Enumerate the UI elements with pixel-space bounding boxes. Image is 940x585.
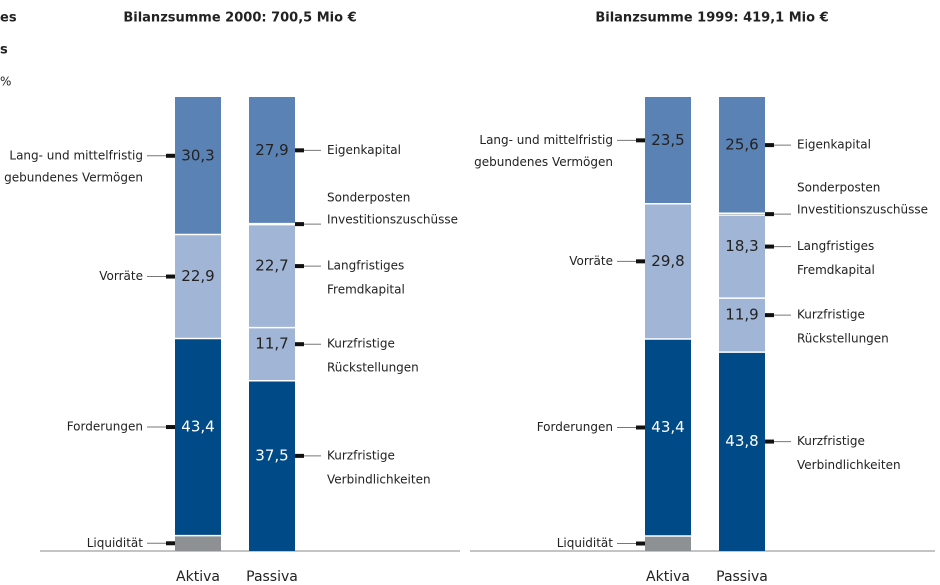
bar-segment	[175, 535, 221, 551]
segment-label: gebundenes Vermögen	[4, 170, 143, 184]
bar-segment	[645, 536, 691, 551]
leader-tick	[636, 259, 645, 264]
segment-label: Forderungen	[537, 420, 613, 434]
segment-label: Fremdkapital	[327, 283, 405, 297]
segment-label: Investitionszuschüsse	[797, 203, 928, 217]
x-tick-label: Passiva	[246, 569, 298, 585]
segment-label: Lang- und mittelfristig	[479, 133, 613, 147]
value-label: 11,7	[255, 335, 288, 353]
value-label: 29,8	[651, 252, 684, 270]
segment-label: Kurzfristige	[797, 434, 865, 448]
x-tick-label: Aktiva	[646, 569, 690, 585]
chart-title: Bilanzsumme 1999: 419,1 Mio €	[595, 11, 828, 26]
leader-tick	[295, 148, 304, 153]
side-text: s	[0, 43, 8, 58]
leader-tick	[295, 222, 304, 227]
leader-tick	[295, 342, 304, 347]
segment-label: Sonderposten	[327, 191, 410, 205]
segment-label: Kurzfristige	[327, 337, 395, 351]
bar-segment	[645, 203, 691, 339]
bar-segment	[249, 327, 295, 381]
segment-label: gebundenes Vermögen	[474, 155, 613, 169]
segment-label: Verbindlichkeiten	[327, 472, 431, 486]
bar-segment	[249, 224, 295, 328]
bar-segment	[719, 213, 765, 216]
value-label: 22,9	[181, 267, 214, 285]
bar-segment	[249, 97, 295, 224]
x-tick-label: Passiva	[716, 569, 768, 585]
segment-label: Fremdkapital	[797, 263, 875, 277]
bar-segment	[719, 215, 765, 299]
leader-tick	[765, 313, 774, 318]
segment-label: Rückstellungen	[327, 361, 419, 375]
value-label: 30,3	[181, 146, 214, 164]
segment-label: Sonderposten	[797, 181, 880, 195]
leader-tick	[636, 138, 645, 143]
bar-segment	[645, 97, 691, 204]
value-label: 43,8	[725, 432, 758, 450]
value-label: 22,7	[255, 257, 288, 275]
leader-tick	[166, 425, 175, 430]
leader-tick	[765, 212, 774, 217]
value-label: 43,4	[651, 418, 684, 436]
value-label: 43,4	[181, 418, 214, 436]
bar-segment	[249, 380, 295, 551]
value-label: 23,5	[651, 131, 684, 149]
value-label: 11,9	[725, 306, 758, 324]
value-label: 18,3	[725, 237, 758, 255]
segment-label: Vorräte	[99, 269, 143, 283]
bar-segment	[645, 338, 691, 537]
leader-tick	[295, 453, 304, 458]
segment-label: Liquidität	[87, 536, 144, 550]
leader-tick	[636, 425, 645, 430]
bar-segment	[719, 352, 765, 551]
bar-segment	[175, 234, 221, 339]
side-text: es	[0, 11, 17, 26]
segment-label: Eigenkapital	[797, 138, 871, 152]
chart-title: Bilanzsumme 2000: 700,5 Mio €	[123, 11, 356, 26]
segment-label: Investitionszuschüsse	[327, 213, 458, 227]
side-text: %	[0, 75, 11, 89]
segment-label: Forderungen	[67, 420, 143, 434]
leader-tick	[765, 143, 774, 148]
leader-tick	[166, 541, 175, 546]
segment-label: Lang- und mittelfristig	[9, 148, 143, 162]
segment-label: Verbindlichkeiten	[797, 458, 901, 472]
value-label: 25,6	[725, 136, 758, 154]
segment-label: Kurzfristige	[327, 448, 395, 462]
segment-label: Langfristiges	[797, 239, 874, 253]
leader-tick	[166, 274, 175, 279]
bar-segment	[719, 298, 765, 353]
segment-label: Rückstellungen	[797, 332, 889, 346]
segment-label: Langfristiges	[327, 259, 404, 273]
leader-tick	[765, 439, 774, 444]
segment-label: Liquidität	[557, 536, 614, 550]
leader-tick	[765, 244, 774, 249]
segment-label: Kurzfristige	[797, 308, 865, 322]
leader-tick	[166, 153, 175, 158]
segment-label: Eigenkapital	[327, 143, 401, 157]
leader-tick	[636, 541, 645, 546]
bar-segment	[175, 97, 221, 235]
x-tick-label: Aktiva	[176, 569, 220, 585]
leader-tick	[295, 264, 304, 269]
value-label: 37,5	[255, 446, 288, 464]
value-label: 27,9	[255, 141, 288, 159]
bar-segment	[719, 97, 765, 214]
bar-segment	[175, 338, 221, 536]
segment-label: Vorräte	[569, 254, 613, 268]
